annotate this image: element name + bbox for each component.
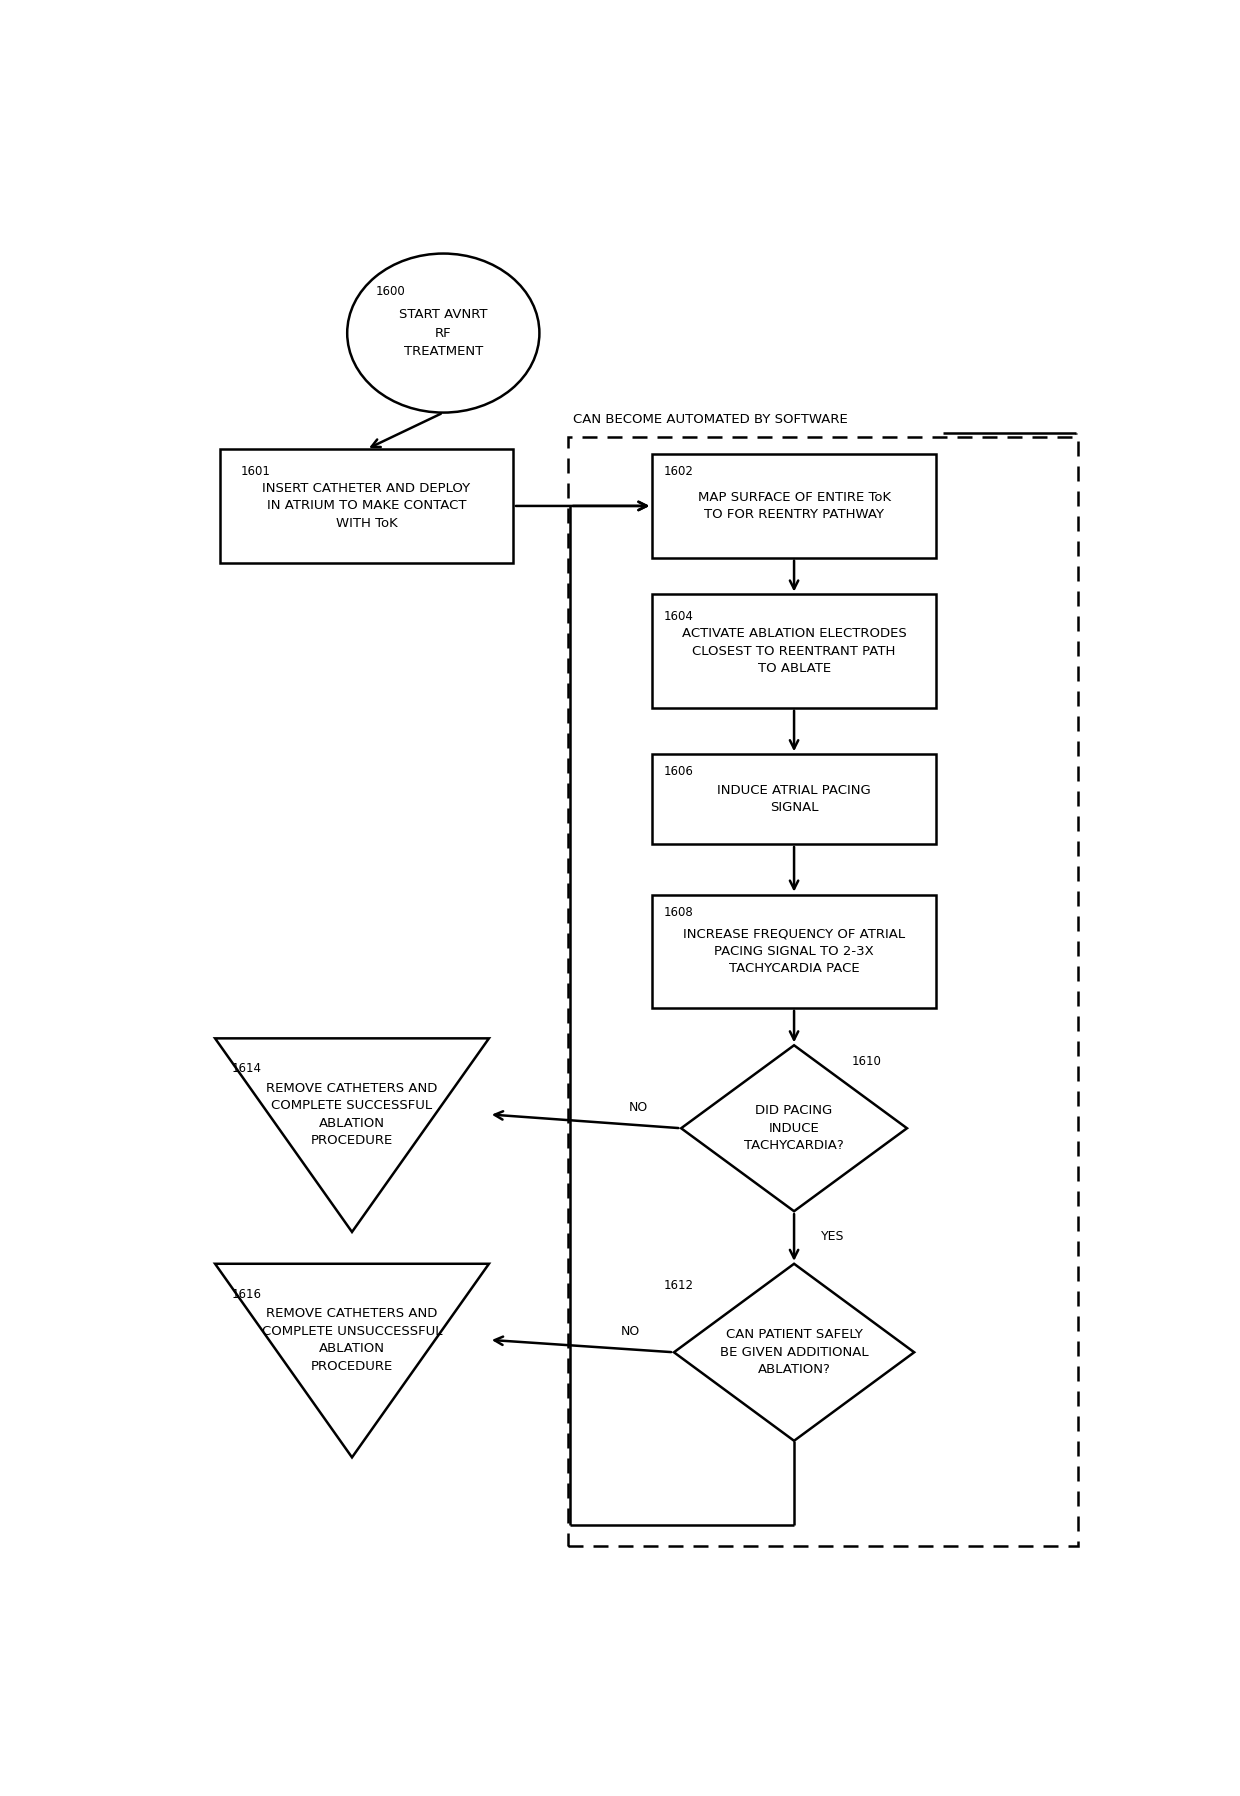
Text: INSERT CATHETER AND DEPLOY
IN ATRIUM TO MAKE CONTACT
WITH ToK: INSERT CATHETER AND DEPLOY IN ATRIUM TO … [263,481,470,530]
Text: YES: YES [821,1230,844,1243]
Polygon shape [681,1045,906,1211]
Text: 1602: 1602 [663,465,693,478]
Text: 1601: 1601 [241,465,270,478]
Text: ACTIVATE ABLATION ELECTRODES
CLOSEST TO REENTRANT PATH
TO ABLATE: ACTIVATE ABLATION ELECTRODES CLOSEST TO … [682,627,906,675]
Text: 1606: 1606 [663,765,693,778]
FancyBboxPatch shape [652,454,936,559]
Text: 1608: 1608 [663,905,693,920]
FancyBboxPatch shape [652,594,936,708]
Text: NO: NO [629,1101,647,1114]
Text: INCREASE FREQUENCY OF ATRIAL
PACING SIGNAL TO 2-3X
TACHYCARDIA PACE: INCREASE FREQUENCY OF ATRIAL PACING SIGN… [683,927,905,975]
FancyBboxPatch shape [652,754,936,844]
Text: REMOVE CATHETERS AND
COMPLETE UNSUCCESSFUL
ABLATION
PROCEDURE: REMOVE CATHETERS AND COMPLETE UNSUCCESSF… [262,1307,443,1372]
Text: 1600: 1600 [376,286,405,298]
Text: 1616: 1616 [232,1288,262,1300]
Polygon shape [215,1038,489,1232]
Text: INDUCE ATRIAL PACING
SIGNAL: INDUCE ATRIAL PACING SIGNAL [717,783,870,814]
Text: CAN BECOME AUTOMATED BY SOFTWARE: CAN BECOME AUTOMATED BY SOFTWARE [573,413,848,426]
Text: CAN PATIENT SAFELY
BE GIVEN ADDITIONAL
ABLATION?: CAN PATIENT SAFELY BE GIVEN ADDITIONAL A… [719,1329,868,1376]
Ellipse shape [347,253,539,413]
Text: 1610: 1610 [851,1056,882,1069]
Polygon shape [215,1264,489,1457]
FancyBboxPatch shape [652,894,936,1008]
Text: 1612: 1612 [663,1279,693,1293]
Text: NO: NO [621,1325,640,1338]
Text: 1614: 1614 [232,1061,262,1076]
Text: 1604: 1604 [663,611,693,623]
Text: MAP SURFACE OF ENTIRE ToK
TO FOR REENTRY PATHWAY: MAP SURFACE OF ENTIRE ToK TO FOR REENTRY… [698,490,890,521]
Text: REMOVE CATHETERS AND
COMPLETE SUCCESSFUL
ABLATION
PROCEDURE: REMOVE CATHETERS AND COMPLETE SUCCESSFUL… [267,1081,438,1148]
FancyBboxPatch shape [219,449,513,562]
Text: START AVNRT
RF
TREATMENT: START AVNRT RF TREATMENT [399,309,487,357]
Text: DID PACING
INDUCE
TACHYCARDIA?: DID PACING INDUCE TACHYCARDIA? [744,1105,844,1153]
Polygon shape [675,1264,914,1440]
